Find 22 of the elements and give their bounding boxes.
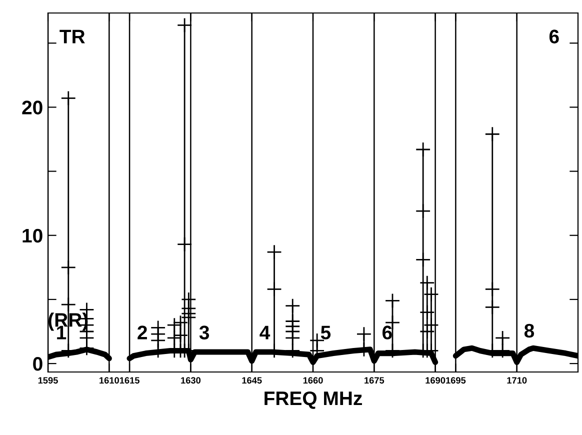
x-axis-title: FREQ MHz <box>264 391 362 409</box>
x-tick-label: 1660 <box>303 377 323 384</box>
annotation: 4 <box>260 326 270 340</box>
annotation: 8 <box>524 324 534 338</box>
x-tick-label: 1695 <box>446 377 466 384</box>
x-tick-label: 1610 <box>100 377 119 384</box>
x-tick-label: 1595 <box>38 377 58 384</box>
x-tick-label: 1615 <box>120 377 140 384</box>
annotation: 5 <box>320 326 331 340</box>
x-tick-label: 1690 <box>426 377 446 384</box>
x-tick-label: 1710 <box>507 377 527 384</box>
x-tick-label: 1645 <box>242 377 262 384</box>
annotation: 6 <box>549 30 559 44</box>
annotation: 2 <box>138 326 147 340</box>
x-tick-label: 1630 <box>181 377 201 384</box>
y-tick-label: 10 <box>22 228 42 243</box>
y-tick-label: 0 <box>33 357 42 371</box>
annotation: TR <box>60 30 85 44</box>
x-tick-label: 1675 <box>364 377 384 384</box>
y-tick-label: 20 <box>22 100 42 114</box>
annotation: 6 <box>382 326 392 340</box>
annotation: 3 <box>199 326 210 340</box>
